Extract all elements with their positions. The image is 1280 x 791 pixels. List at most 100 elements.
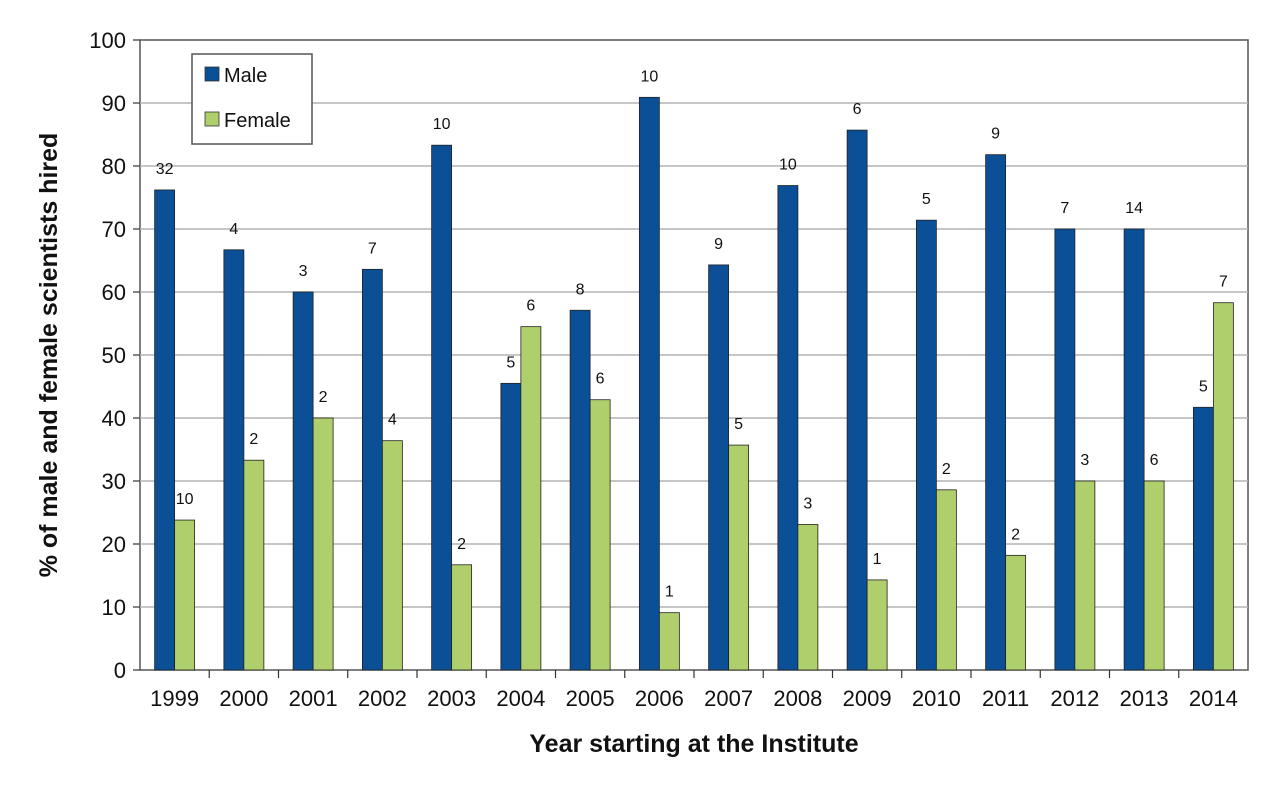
- x-tick-label: 2013: [1120, 686, 1169, 711]
- bar-male: [985, 154, 1007, 671]
- legend-label-male: Male: [224, 65, 267, 87]
- x-tick-label: 2002: [358, 686, 407, 711]
- bar-male: [223, 249, 245, 671]
- count-label-female: 6: [1150, 452, 1159, 469]
- x-tick-label: 2014: [1189, 686, 1238, 711]
- bar-female: [1005, 554, 1027, 671]
- bar-male: [154, 189, 176, 671]
- count-label-female: 3: [1080, 452, 1089, 469]
- count-label-male: 4: [229, 221, 238, 238]
- bar-male: [708, 264, 730, 671]
- y-tick-label: 60: [102, 280, 126, 305]
- count-label-female: 6: [596, 371, 605, 388]
- bar-female: [866, 579, 888, 671]
- bar-male: [915, 219, 937, 671]
- bar-male: [292, 291, 314, 671]
- x-axis-ticks: 1999 2000 2001 2002 2003 2004 2005 2006 2007 2008…: [150, 670, 1238, 711]
- y-tick-label: 0: [114, 658, 126, 683]
- count-label-male: 3: [299, 263, 308, 280]
- legend: Male Female: [191, 53, 313, 145]
- bar-female: [381, 440, 403, 671]
- bar-male: [777, 185, 799, 671]
- count-label-female: 2: [942, 461, 951, 478]
- legend-swatch-male: [204, 66, 220, 82]
- bar-male: [846, 129, 868, 671]
- count-label-female: 5: [734, 416, 743, 433]
- count-label-male: 32: [156, 161, 174, 178]
- bar-female: [797, 524, 819, 671]
- x-tick-label: 2007: [704, 686, 753, 711]
- count-label-male: 5: [1199, 378, 1208, 395]
- count-label-female: 3: [803, 495, 812, 512]
- bar-female: [658, 612, 680, 671]
- x-tick-label: 2010: [912, 686, 961, 711]
- bar-female: [451, 564, 473, 671]
- legend-label-female: Female: [224, 110, 291, 132]
- legend-swatch-female: [204, 111, 220, 127]
- count-label-female: 1: [665, 584, 674, 601]
- y-axis-ticks: 0 10 20 30 40 50 60 70 80 90 100: [89, 28, 140, 683]
- y-tick-label: 10: [102, 595, 126, 620]
- x-tick-label: 2003: [427, 686, 476, 711]
- count-label-male: 10: [779, 157, 797, 174]
- bar-female: [728, 444, 750, 671]
- y-tick-label: 20: [102, 532, 126, 557]
- x-tick-label: 2001: [289, 686, 338, 711]
- y-tick-label: 40: [102, 406, 126, 431]
- x-tick-label: 2006: [635, 686, 684, 711]
- count-label-male: 7: [1060, 200, 1069, 217]
- bar-male: [569, 309, 591, 671]
- x-tick-label: 2004: [496, 686, 545, 711]
- bar-female: [1074, 480, 1096, 671]
- count-label-male: 9: [991, 126, 1000, 143]
- bar-male: [431, 144, 453, 671]
- bar-female: [1212, 302, 1234, 671]
- x-tick-label: 2009: [843, 686, 892, 711]
- y-tick-label: 50: [102, 343, 126, 368]
- bar-female: [312, 417, 334, 671]
- y-axis-title: % of male and female scientists hired: [35, 133, 63, 578]
- count-label-male: 9: [714, 236, 723, 253]
- x-tick-label: 2008: [773, 686, 822, 711]
- bar-female: [174, 519, 196, 671]
- count-label-male: 5: [506, 354, 515, 371]
- bar-female: [589, 399, 611, 671]
- count-label-female: 2: [457, 536, 466, 553]
- y-tick-label: 90: [102, 91, 126, 116]
- count-label-female: 2: [319, 389, 328, 406]
- x-tick-label: 1999: [150, 686, 199, 711]
- y-tick-label: 100: [89, 28, 126, 53]
- count-label-male: 6: [853, 101, 862, 118]
- y-tick-label: 30: [102, 469, 126, 494]
- bar-male: [1192, 406, 1214, 671]
- count-label-male: 10: [640, 68, 658, 85]
- count-label-male: 8: [576, 281, 585, 298]
- count-label-male: 7: [368, 240, 377, 257]
- count-label-male: 14: [1125, 200, 1143, 217]
- x-tick-label: 2011: [982, 686, 1029, 711]
- bar-male: [500, 382, 522, 671]
- count-label-female: 1: [873, 551, 882, 568]
- count-label-female: 6: [526, 298, 535, 315]
- count-label-female: 2: [1011, 526, 1020, 543]
- bar-male: [638, 96, 660, 671]
- count-label-male: 10: [433, 116, 451, 133]
- count-label-female: 7: [1219, 274, 1228, 291]
- x-tick-label: 2012: [1050, 686, 1099, 711]
- count-label-male: 5: [922, 191, 931, 208]
- bar-male: [1123, 228, 1145, 671]
- bar-male: [361, 268, 383, 671]
- y-tick-label: 70: [102, 217, 126, 242]
- count-label-female: 4: [388, 412, 397, 429]
- bar-male: [1054, 228, 1076, 671]
- bar-female: [520, 326, 542, 671]
- y-tick-label: 80: [102, 154, 126, 179]
- bars: [154, 96, 1234, 671]
- bar-female: [935, 489, 957, 671]
- x-axis-title: Year starting at the Institute: [529, 730, 858, 758]
- bar-female: [243, 459, 265, 671]
- count-label-female: 10: [176, 491, 194, 508]
